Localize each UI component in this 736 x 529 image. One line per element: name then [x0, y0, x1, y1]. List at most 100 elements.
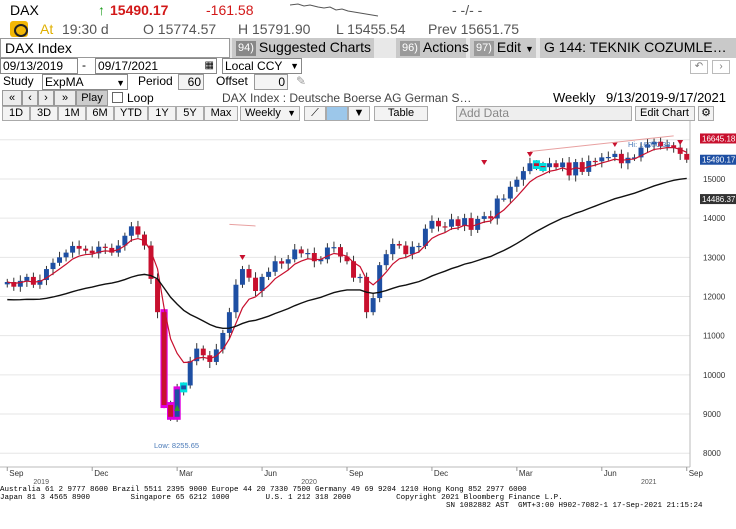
intraday-sparkline — [290, 3, 379, 17]
x-tick-label: Dec — [94, 469, 108, 478]
quote-detail-bar: At 19:30 d O 15774.57 H 15791.90 L 15455… — [0, 20, 736, 38]
range-ytd-button[interactable]: YTD — [114, 106, 148, 121]
candle-body — [187, 361, 193, 386]
candle-body — [324, 247, 330, 260]
sell-signal-icon — [611, 142, 618, 147]
candle-body — [599, 157, 605, 162]
candle-body — [429, 220, 435, 229]
chart-grid — [0, 121, 691, 468]
net-change: -161.58 — [206, 2, 254, 18]
x-tick-label: Sep — [689, 469, 704, 478]
alert-icon[interactable] — [10, 21, 28, 37]
range-1y-button[interactable]: 1Y — [148, 106, 176, 121]
candle-body — [579, 162, 585, 172]
candle-body — [664, 145, 670, 147]
candle-body — [638, 147, 644, 158]
calendar-icon[interactable]: ▦ — [204, 60, 214, 71]
chart-type-chevron-icon[interactable]: ▼ — [348, 106, 370, 121]
candle-body — [442, 226, 448, 228]
period-select[interactable]: Weekly ▼ — [240, 106, 300, 121]
candle-body — [89, 250, 95, 254]
range-3d-button[interactable]: 3D — [30, 106, 58, 121]
open-price: O 15774.57 — [143, 21, 217, 37]
candle-body — [520, 171, 526, 180]
offset-input[interactable]: 0 — [254, 74, 288, 90]
candle-body — [305, 253, 311, 255]
candle-body — [272, 261, 278, 272]
date-range-label: 9/13/2019-9/17/2021 — [606, 90, 726, 105]
trend-line — [529, 135, 674, 153]
frequency-label: Weekly — [553, 90, 596, 105]
candle-body — [194, 348, 200, 362]
short-ma-line — [7, 147, 687, 364]
candle-body — [645, 144, 651, 148]
undo-icon[interactable]: ↶ — [690, 60, 708, 74]
security-field[interactable]: DAX Index — [0, 38, 230, 58]
security-description: DAX Index : Deutsche Boerse AG German S… — [222, 91, 472, 105]
period-input[interactable]: 60 — [178, 74, 204, 90]
fast-forward-button[interactable]: » — [54, 90, 76, 106]
edit-chart-button[interactable]: Edit Chart — [635, 106, 695, 121]
range-1m-button[interactable]: 1M — [58, 106, 86, 121]
line-chart-icon[interactable]: ⟋ — [304, 106, 326, 121]
price-tag-label: 16645.18 — [702, 134, 736, 143]
candle-body — [383, 254, 389, 266]
pencil-icon[interactable]: ✎ — [296, 74, 307, 88]
actions-number: 96) — [400, 41, 420, 56]
candle-body — [357, 276, 363, 279]
candle-body — [37, 280, 43, 285]
candle-body — [57, 257, 63, 263]
candle-body — [122, 235, 128, 246]
candle-body — [102, 246, 108, 248]
range-5y-button[interactable]: 5Y — [176, 106, 204, 121]
end-date-input[interactable]: 09/17/2021 ▦ — [95, 58, 217, 74]
range-1d-button[interactable]: 1D — [2, 106, 30, 121]
candle-body — [631, 157, 637, 159]
forward-icon[interactable]: › — [712, 60, 730, 74]
candle-body — [239, 269, 245, 285]
y-tick-label: 14000 — [703, 214, 726, 223]
candle-body — [226, 312, 232, 333]
main-toolbar: DAX Index 94) Suggested Charts 96) Actions… — [0, 38, 736, 58]
candle-body — [63, 252, 69, 258]
x-tick-label: Jun — [264, 469, 277, 478]
candle-body — [455, 219, 461, 226]
candle-body — [181, 385, 187, 390]
start-date-input[interactable]: 09/13/2019 — [0, 58, 78, 74]
step-forward-button[interactable]: › — [38, 90, 54, 106]
y-tick-label: 8000 — [703, 449, 721, 458]
candle-body — [318, 259, 324, 262]
price-tag-label: 14486.37 — [702, 195, 736, 204]
rewind-start-button[interactable]: « — [2, 90, 22, 106]
playback-bar: « ‹ › » Play Loop DAX Index : Deutsche B… — [0, 90, 736, 106]
add-data-input[interactable]: Add Data — [456, 106, 632, 121]
candle-body — [566, 162, 572, 176]
edit-menu[interactable]: 97) Edit ▼ — [470, 38, 536, 58]
y-axis: 8000 9000 10000 11000 12000 13000 14000 15000 16… — [700, 133, 736, 458]
edit-chart-label: Edit Chart — [640, 107, 689, 119]
x-axis: Sep Dec Mar Jun Sep Dec Mar Jun Sep 2019 2020 2021 — [6, 467, 704, 486]
candle-body — [618, 153, 624, 164]
price-tag — [700, 154, 736, 165]
step-back-button[interactable]: ‹ — [22, 90, 38, 106]
currency-select[interactable]: Local CCY ▼ — [222, 58, 302, 74]
candle-body — [17, 280, 23, 287]
suggested-charts-button[interactable]: 94) Suggested Charts — [232, 38, 374, 58]
play-button[interactable]: Play — [76, 90, 108, 106]
table-button[interactable]: Table — [374, 106, 428, 121]
range-max-button[interactable]: Max — [204, 106, 238, 121]
sell-signal-icon — [239, 255, 246, 260]
candle-body — [70, 245, 76, 253]
price-chart[interactable]: 8000 9000 10000 11000 12000 13000 14000 15000 16… — [0, 121, 736, 529]
candle-body — [377, 265, 383, 299]
loop-checkbox[interactable] — [112, 92, 123, 103]
candle-body — [462, 218, 468, 226]
study-select[interactable]: ExpMA ▼ — [42, 74, 128, 90]
candle-body — [259, 276, 265, 292]
actions-menu[interactable]: 96)Actions▼ — [396, 38, 482, 58]
candle-body — [612, 153, 618, 157]
settings-gear-icon[interactable]: ⚙ — [698, 106, 714, 121]
bar-chart-icon[interactable] — [326, 106, 348, 121]
range-6m-button[interactable]: 6M — [86, 106, 114, 121]
footer-line-3: SN 1082882 AST GMT+3:00 H902-7082-1 17-S… — [446, 502, 703, 510]
